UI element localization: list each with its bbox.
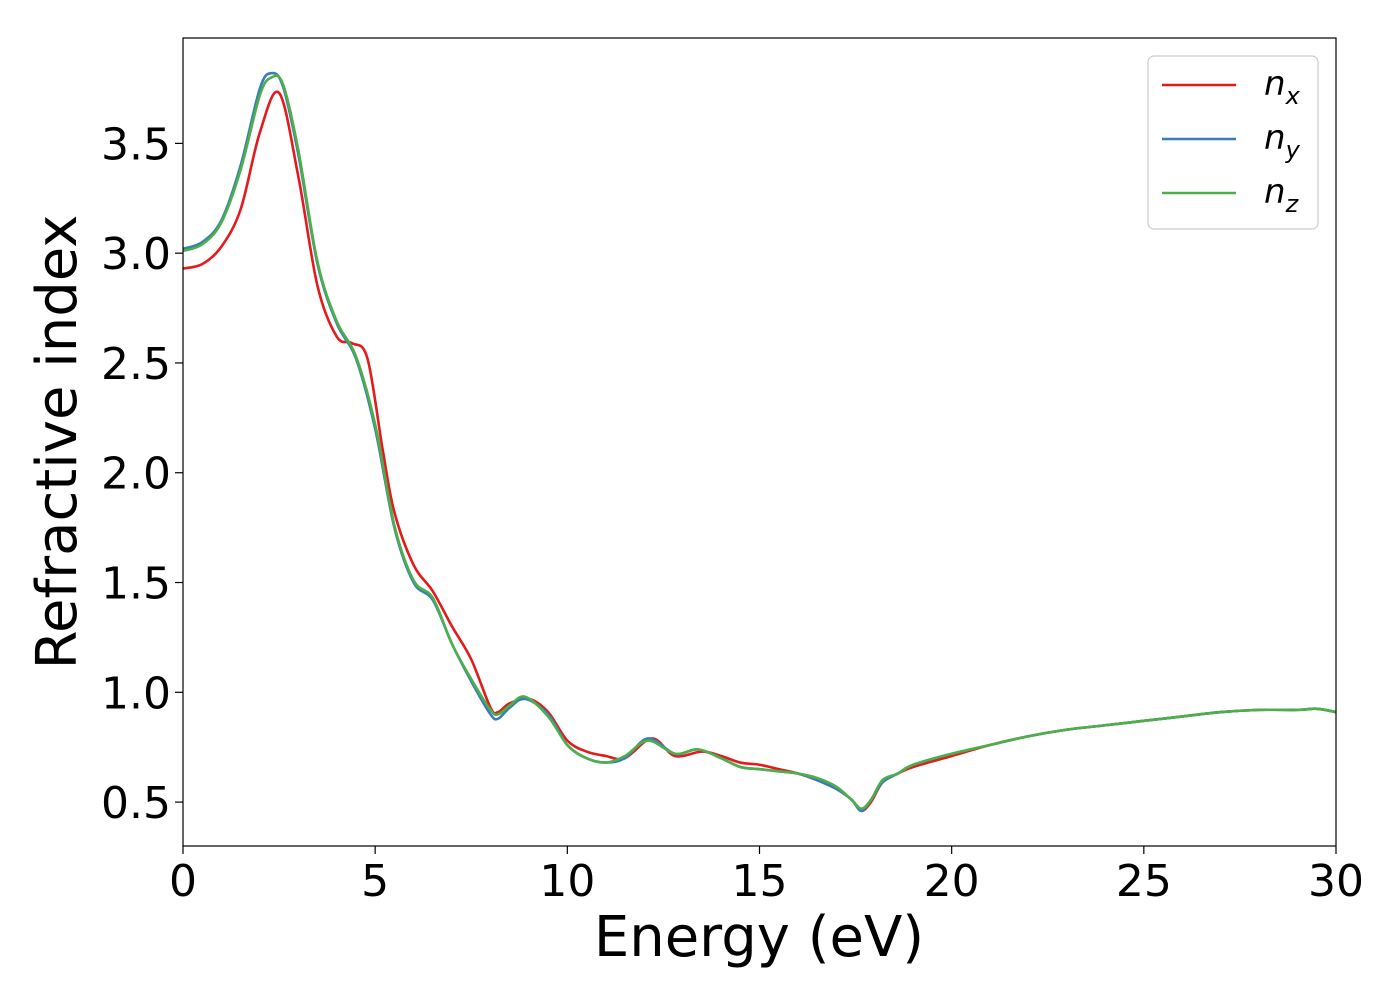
x-tick-label: 20 xyxy=(924,856,980,907)
x-tick-label: 30 xyxy=(1308,856,1364,907)
y-tick-label: 3.5 xyxy=(101,119,171,170)
x-axis: 0 5 10 15 20 25 30 xyxy=(169,846,1364,907)
legend-box xyxy=(1147,55,1319,230)
legend-label-n-y: ny xyxy=(1264,118,1301,164)
legend-label-subscript: y xyxy=(1285,136,1301,164)
x-tick-label: 5 xyxy=(361,856,389,907)
legend-label-subscript: x xyxy=(1285,82,1301,110)
x-tick-label: 25 xyxy=(1116,856,1172,907)
y-axis: 0.5 1.0 1.5 2.0 2.5 3.0 3.5 xyxy=(101,119,183,829)
legend-label-main: n xyxy=(1264,118,1286,158)
y-axis-title: Refractive index xyxy=(25,215,90,670)
y-tick-label: 3.0 xyxy=(101,229,171,280)
x-tick-label: 15 xyxy=(732,856,788,907)
series-layer xyxy=(183,71,1336,813)
x-tick-label: 0 xyxy=(169,856,197,907)
x-axis-title: Energy (eV) xyxy=(594,905,924,970)
y-tick-label: 1.5 xyxy=(101,559,171,610)
legend-label-n-z: nz xyxy=(1264,172,1300,218)
legend-label-n-x: nx xyxy=(1264,64,1301,110)
legend-label-subscript: z xyxy=(1285,190,1300,218)
y-tick-label: 2.5 xyxy=(101,339,171,390)
series-line-n-z xyxy=(183,74,1336,810)
y-tick-label: 0.5 xyxy=(101,778,171,829)
y-tick-label: 2.0 xyxy=(101,449,171,500)
x-tick-label: 10 xyxy=(539,856,595,907)
legend-label-main: n xyxy=(1264,64,1286,104)
legend-label-main: n xyxy=(1264,172,1286,212)
y-tick-label: 1.0 xyxy=(101,668,171,719)
